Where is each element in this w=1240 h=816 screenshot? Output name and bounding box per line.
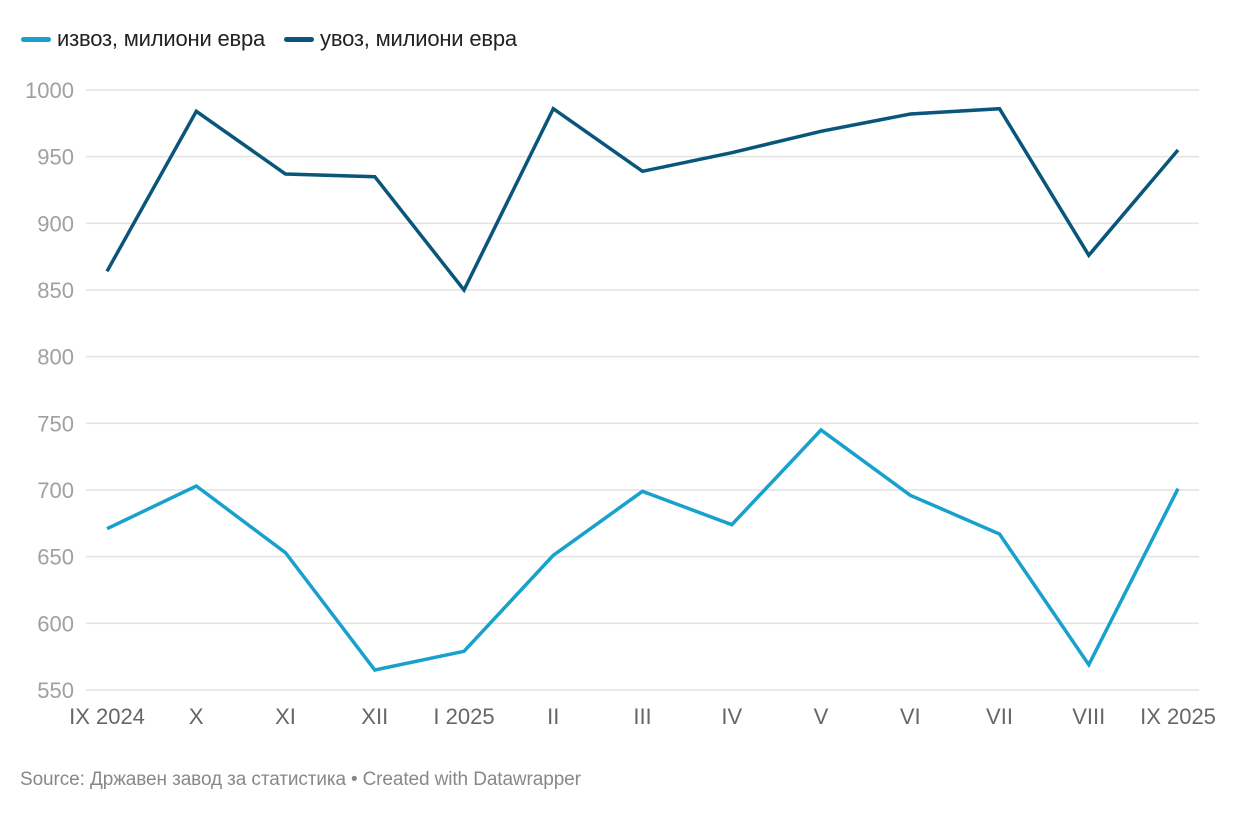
- x-tick-label: XI: [275, 704, 296, 729]
- x-tick-label: XII: [361, 704, 388, 729]
- y-tick-label: 600: [37, 611, 74, 636]
- legend-swatch-export: [21, 36, 51, 42]
- y-tick-label: 1000: [25, 78, 74, 103]
- legend-label-import: увоз, милиони евра: [320, 26, 517, 51]
- footer-separator: •: [351, 769, 358, 790]
- x-tick-label: X: [189, 704, 204, 729]
- legend-item-import: увоз, милиони евра: [284, 26, 517, 52]
- import-line: [105, 106, 1180, 294]
- y-axis-labels: 550 600 650 700 750 800 850 900 950 1000: [25, 78, 74, 703]
- x-tick-label: VII: [986, 704, 1013, 729]
- x-tick-label: IX 2024: [69, 704, 145, 729]
- legend-item-export: извоз, милиони евра: [21, 26, 265, 52]
- series-lines: [105, 106, 1180, 672]
- x-tick-label: IX 2025: [1140, 704, 1216, 729]
- credit-note: Created with Datawrapper: [362, 769, 581, 790]
- y-tick-label: 700: [37, 478, 74, 503]
- gridlines: [86, 89, 1199, 691]
- x-tick-label: IV: [721, 704, 742, 729]
- export-line: [106, 427, 1180, 672]
- line-chart: 550 600 650 700 750 800 850 900 950 1000 IX 2024 X…: [25, 78, 1216, 729]
- y-tick-label: 750: [37, 411, 74, 436]
- y-tick-label: 900: [37, 211, 74, 236]
- x-tick-label: I 2025: [433, 704, 494, 729]
- y-tick-label: 950: [37, 145, 74, 170]
- source-note: Source: Државен завод за статистика: [20, 769, 346, 790]
- import-line-group: [105, 106, 1180, 294]
- y-tick-label: 850: [37, 278, 74, 303]
- x-tick-label: VIII: [1072, 704, 1105, 729]
- y-tick-label: 650: [37, 545, 74, 570]
- chart-legend: извоз, милиони евра увоз, милиони евра: [21, 24, 536, 54]
- legend-swatch-import: [284, 36, 315, 42]
- x-tick-label: II: [547, 704, 559, 729]
- legend-label-export: извоз, милиони евра: [57, 26, 266, 51]
- x-tick-label: III: [633, 704, 651, 729]
- y-tick-label: 550: [37, 678, 74, 703]
- export-line-group: [106, 427, 1180, 672]
- x-tick-label: VI: [900, 704, 921, 729]
- x-axis-labels: IX 2024 X XI XII I 2025 II III IV V VI VII VIII IX 2…: [69, 704, 1216, 729]
- x-tick-label: V: [814, 704, 829, 729]
- chart-footer: Source: Државен завод за статистика • Crea…: [20, 769, 581, 791]
- y-tick-label: 800: [37, 345, 74, 370]
